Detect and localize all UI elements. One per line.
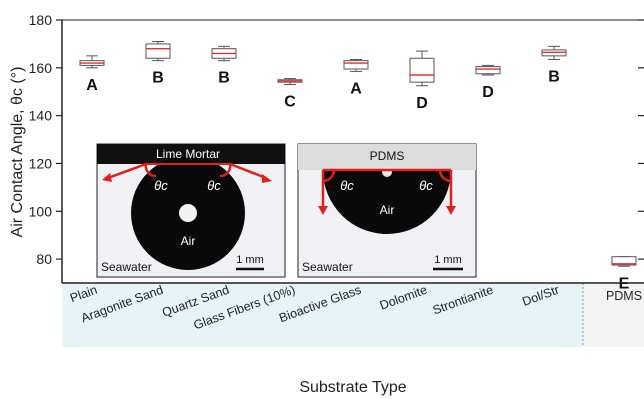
box bbox=[145, 43, 171, 59]
surface-label: PDMS bbox=[370, 149, 405, 163]
group-letter: E bbox=[619, 275, 630, 292]
angle-label-left: θc bbox=[154, 178, 168, 193]
arrow-head bbox=[102, 173, 112, 182]
box-series: A B B C A D D B E bbox=[79, 41, 637, 292]
category-band-right bbox=[583, 283, 644, 347]
droplet-highlight bbox=[179, 204, 197, 222]
box bbox=[475, 66, 501, 75]
surface-band bbox=[298, 144, 476, 170]
medium-label: Seawater bbox=[302, 260, 353, 274]
y-axis-label: Air Contact Angle, θc (°) bbox=[9, 67, 26, 238]
tangent-arrow bbox=[229, 162, 267, 180]
surface-label: Lime Mortar bbox=[156, 147, 220, 161]
scale-label: 1 mm bbox=[434, 254, 462, 266]
group-letter: A bbox=[86, 77, 98, 94]
surface-band bbox=[97, 144, 285, 164]
contact-angle-arc bbox=[438, 169, 452, 183]
category-band-light bbox=[62, 283, 583, 347]
arrow-head bbox=[446, 206, 456, 215]
droplet-highlight bbox=[382, 167, 392, 177]
group-letter: B bbox=[218, 70, 230, 87]
angle-label-left: θc bbox=[340, 178, 354, 193]
inset-pdms: PDMS θc θc Air Seawater 1 mm bbox=[297, 143, 477, 278]
arrow-head bbox=[318, 206, 328, 215]
box bbox=[409, 57, 435, 83]
air-droplet bbox=[323, 170, 451, 234]
y-tick-label: 120 bbox=[29, 155, 53, 171]
box bbox=[611, 256, 637, 266]
arrow-head bbox=[262, 174, 272, 183]
group-letter: B bbox=[548, 68, 560, 85]
box bbox=[343, 60, 369, 70]
x-axis-label: Substrate Type bbox=[299, 379, 406, 396]
contact-angle-arc bbox=[322, 169, 336, 183]
y-tick-label: 140 bbox=[29, 108, 53, 124]
angle-label-right: θc bbox=[207, 178, 221, 193]
group-letter: D bbox=[482, 84, 494, 101]
angle-label-right: θc bbox=[419, 178, 433, 193]
category-label: PDMS bbox=[606, 289, 642, 303]
droplet-label: Air bbox=[380, 203, 395, 217]
group-letter: A bbox=[350, 80, 362, 97]
y-tick-label: 80 bbox=[36, 251, 52, 267]
group-letter: C bbox=[284, 94, 296, 111]
tangent-arrow bbox=[107, 162, 147, 180]
group-letter: D bbox=[416, 95, 428, 112]
scale-label: 1 mm bbox=[236, 254, 264, 266]
group-letter: B bbox=[152, 70, 164, 87]
medium-label: Seawater bbox=[101, 260, 152, 274]
y-ticks: 80 100 120 140 160 180 bbox=[29, 12, 644, 267]
y-tick-label: 160 bbox=[29, 60, 53, 76]
y-tick-label: 180 bbox=[29, 12, 53, 28]
inset-lime-mortar: Lime Mortar θc θc Air Seawater 1 mm bbox=[96, 143, 286, 278]
y-tick-label: 100 bbox=[29, 203, 53, 219]
droplet-label: Air bbox=[181, 234, 196, 248]
